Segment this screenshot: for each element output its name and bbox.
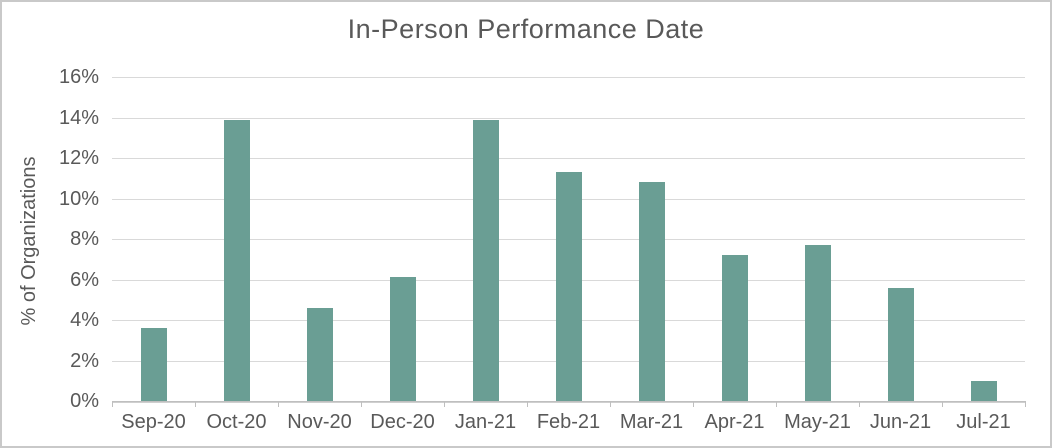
x-tick-label: Apr-21 <box>704 411 765 433</box>
bar-apr-21 <box>721 255 748 401</box>
y-tick-label: 2% <box>70 349 99 372</box>
x-axis-tick <box>859 401 860 407</box>
y-tick-label: 4% <box>70 309 99 331</box>
x-axis-line <box>112 401 1025 403</box>
x-axis-tick <box>444 401 445 407</box>
gridline <box>112 77 1025 78</box>
x-tick-label: Nov-20 <box>287 411 352 433</box>
x-tick-label: Jul-21 <box>956 411 1011 433</box>
bar-feb-21 <box>555 172 582 401</box>
y-tick-label: 14% <box>58 106 99 129</box>
bar-oct-20 <box>223 119 250 401</box>
x-axis-tick <box>942 401 943 407</box>
x-tick-label: Jan-21 <box>454 411 517 433</box>
y-tick-label: 0% <box>70 390 99 412</box>
bar-jan-21 <box>472 119 499 401</box>
bar-mar-21 <box>638 182 665 401</box>
bar-dec-20 <box>389 277 416 401</box>
x-tick-label: Jun-21 <box>869 411 932 433</box>
x-axis-tick <box>527 401 528 407</box>
bar-may-21 <box>804 245 831 401</box>
bar-nov-20 <box>306 307 333 401</box>
y-tick-label: 12% <box>58 147 99 169</box>
x-axis-tick <box>693 401 694 407</box>
x-tick-label: Feb-21 <box>536 411 601 433</box>
chart-title: In-Person Performance Date <box>347 14 705 44</box>
bar-sep-20 <box>140 328 167 401</box>
x-tick-label: Dec-20 <box>370 411 435 433</box>
x-tick-label: Mar-21 <box>619 411 684 433</box>
y-tick-label: 6% <box>70 268 99 291</box>
x-axis-tick <box>112 401 113 407</box>
x-axis-tick <box>776 401 777 407</box>
x-axis-tick <box>195 401 196 407</box>
x-axis-tick <box>361 401 362 407</box>
x-axis-tick <box>278 401 279 407</box>
gridline <box>112 158 1025 159</box>
x-axis-tick <box>1025 401 1026 407</box>
bar-jul-21 <box>970 380 997 401</box>
x-tick-label: May-21 <box>784 411 851 433</box>
y-tick-label: 16% <box>58 66 99 88</box>
x-axis-tick <box>610 401 611 407</box>
x-tick-label: Oct-20 <box>206 411 267 433</box>
y-tick-label: 8% <box>70 228 99 250</box>
bar-jun-21 <box>887 287 914 401</box>
x-tick-label: Sep-20 <box>121 411 186 433</box>
y-tick-label: 10% <box>58 187 99 210</box>
gridline <box>112 117 1025 119</box>
